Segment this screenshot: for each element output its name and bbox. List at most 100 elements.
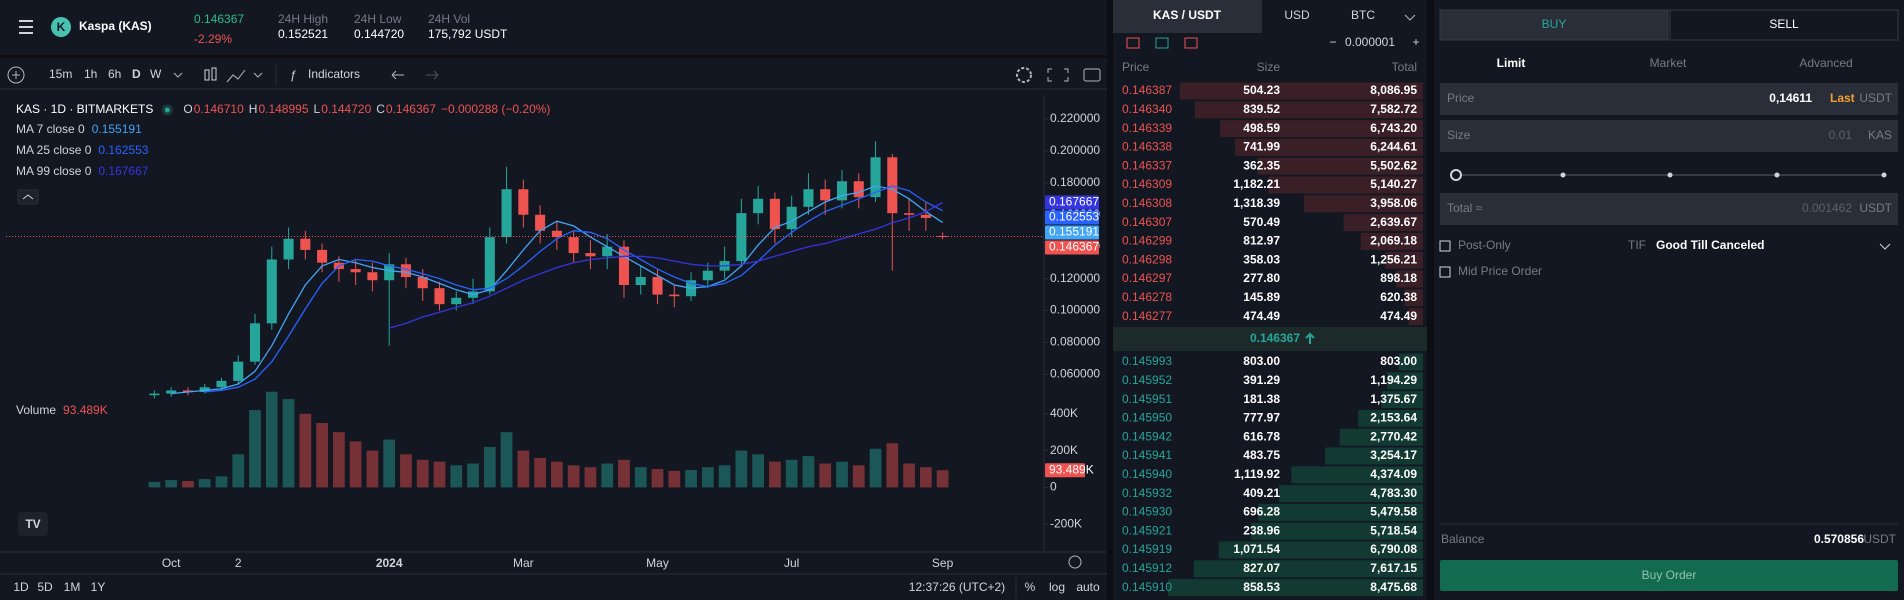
book-size[interactable]: 483.75 [1243, 448, 1280, 462]
book-size[interactable]: 741.99 [1243, 140, 1280, 154]
undo-icon[interactable] [391, 70, 404, 80]
interval-button[interactable]: W [150, 67, 162, 81]
auto-toggle[interactable]: auto [1076, 580, 1100, 594]
interval-button[interactable]: 15m [49, 67, 72, 81]
add-symbol-icon[interactable] [7, 66, 25, 84]
pair-tab[interactable]: KAS / USDT [1153, 8, 1222, 22]
precision-minus[interactable]: − [1329, 35, 1336, 49]
book-size[interactable]: 1,119.92 [1234, 467, 1280, 481]
book-total[interactable]: 8,086.95 [1370, 83, 1417, 97]
book-size[interactable]: 812.97 [1243, 234, 1280, 248]
book-total[interactable]: 6,743.20 [1370, 121, 1417, 135]
range-button[interactable]: 1D [13, 580, 29, 594]
indicators-button[interactable]: Indicators [308, 67, 360, 81]
book-total[interactable]: 3,958.06 [1370, 196, 1417, 210]
slider-handle[interactable] [1450, 169, 1462, 181]
book-price[interactable]: 0.145942 [1122, 429, 1172, 443]
precision-plus[interactable]: + [1412, 35, 1419, 49]
book-size[interactable]: 498.59 [1243, 121, 1280, 135]
book-total[interactable]: 6,790.08 [1370, 542, 1417, 556]
book-total[interactable]: 3,254.17 [1370, 448, 1417, 462]
book-size[interactable]: 1,071.54 [1233, 542, 1280, 556]
pair-tab[interactable]: USD [1284, 8, 1310, 22]
book-price[interactable]: 0.146309 [1122, 177, 1172, 191]
field-tag[interactable]: Last [1830, 91, 1855, 105]
slider-step[interactable] [1774, 172, 1780, 178]
book-total[interactable]: 2,153.64 [1370, 411, 1417, 425]
book-size[interactable]: 181.38 [1243, 392, 1280, 406]
order-mode[interactable]: Advanced [1799, 56, 1852, 70]
book-size[interactable]: 362.35 [1243, 158, 1280, 172]
layout-bids-icon[interactable] [1155, 37, 1169, 49]
book-price[interactable]: 0.145912 [1122, 561, 1172, 575]
redo-icon[interactable] [426, 70, 439, 80]
field-value[interactable]: 0,14611 [1769, 91, 1812, 105]
book-price[interactable]: 0.145993 [1122, 354, 1172, 368]
book-total[interactable]: 620.38 [1380, 290, 1417, 304]
book-price[interactable]: 0.145941 [1122, 448, 1172, 462]
book-size[interactable]: 391.29 [1243, 373, 1280, 387]
book-size[interactable]: 145.89 [1243, 290, 1280, 304]
book-total[interactable]: 1,256.21 [1370, 252, 1417, 266]
book-total[interactable]: 5,502.62 [1370, 158, 1417, 172]
post-only-checkbox[interactable] [1439, 240, 1451, 252]
book-size[interactable]: 358.03 [1243, 252, 1280, 266]
book-total[interactable]: 2,069.18 [1370, 234, 1417, 248]
book-price[interactable]: 0.146340 [1122, 102, 1172, 116]
sell-tab-label[interactable]: SELL [1769, 17, 1799, 31]
order-mode[interactable]: Limit [1497, 56, 1526, 70]
buy-tab[interactable] [1439, 9, 1669, 41]
book-price[interactable]: 0.145951 [1122, 392, 1172, 406]
book-total[interactable]: 5,140.27 [1370, 177, 1417, 191]
slider-step[interactable] [1560, 172, 1566, 178]
book-price[interactable]: 0.146337 [1122, 158, 1172, 172]
buy-order-label[interactable]: Buy Order [1642, 568, 1697, 582]
slider-step[interactable] [1667, 172, 1673, 178]
book-size[interactable]: 858.53 [1243, 580, 1280, 594]
book-total[interactable]: 803.00 [1380, 354, 1417, 368]
menu-icon[interactable] [19, 20, 33, 34]
book-price[interactable]: 0.146308 [1122, 196, 1172, 210]
book-total[interactable]: 2,770.42 [1370, 429, 1417, 443]
book-size[interactable]: 777.97 [1243, 411, 1280, 425]
range-button[interactable]: 1M [64, 580, 81, 594]
book-size[interactable]: 409.21 [1243, 486, 1280, 500]
area-type-icon[interactable] [226, 69, 246, 83]
book-size[interactable]: 1,182.21 [1233, 177, 1280, 191]
book-total[interactable]: 1,194.29 [1370, 373, 1417, 387]
field-placeholder[interactable]: 0.01 [1829, 128, 1853, 142]
book-size[interactable]: 474.49 [1243, 309, 1280, 323]
book-total[interactable]: 6,244.61 [1370, 140, 1417, 154]
field-placeholder[interactable]: 0.001462 [1802, 201, 1852, 215]
slider-step[interactable] [1881, 172, 1887, 178]
book-size[interactable]: 238.96 [1243, 523, 1280, 537]
settings-icon[interactable] [1016, 67, 1032, 83]
book-price[interactable]: 0.146307 [1122, 215, 1172, 229]
book-price[interactable]: 0.146297 [1122, 271, 1172, 285]
snapshot-icon[interactable] [1083, 68, 1101, 82]
axis-settings-icon[interactable] [1068, 555, 1082, 569]
book-total[interactable]: 474.49 [1380, 309, 1417, 323]
type-chevron[interactable] [253, 72, 263, 78]
book-total[interactable]: 898.18 [1380, 271, 1417, 285]
interval-chevron[interactable] [173, 72, 183, 78]
book-price[interactable]: 0.145952 [1122, 373, 1172, 387]
book-price[interactable]: 0.146339 [1122, 121, 1172, 135]
checkbox-label[interactable]: Post-Only [1458, 238, 1511, 252]
book-price[interactable]: 0.146338 [1122, 140, 1172, 154]
book-total[interactable]: 4,374.09 [1370, 467, 1417, 481]
book-price[interactable]: 0.145932 [1122, 486, 1172, 500]
price-input[interactable] [1440, 83, 1898, 115]
fullscreen-icon[interactable] [1047, 68, 1069, 82]
book-total[interactable]: 2,639.67 [1370, 215, 1417, 229]
book-size[interactable]: 839.52 [1243, 102, 1280, 116]
book-price[interactable]: 0.145919 [1122, 542, 1172, 556]
book-size[interactable]: 696.28 [1243, 505, 1280, 519]
interval-button[interactable]: 6h [108, 67, 121, 81]
book-price[interactable]: 0.146387 [1122, 83, 1172, 97]
book-size[interactable]: 504.23 [1243, 83, 1280, 97]
tif-chevron[interactable] [1879, 243, 1891, 250]
book-size[interactable]: 570.49 [1243, 215, 1280, 229]
log-toggle[interactable]: log [1049, 580, 1065, 594]
book-total[interactable]: 5,479.58 [1370, 505, 1417, 519]
